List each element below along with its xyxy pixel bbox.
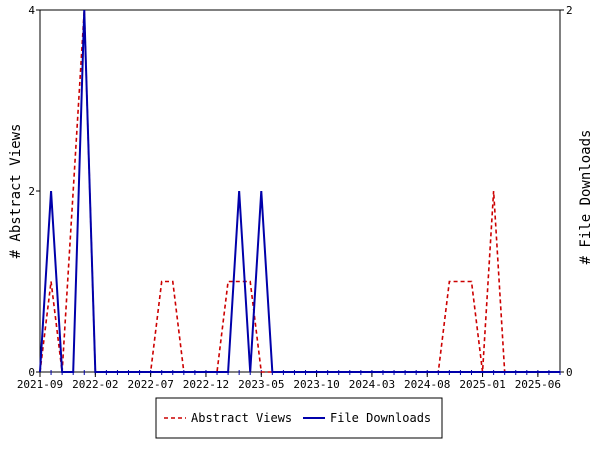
y-left-tick-label: 0	[28, 366, 35, 379]
x-tick-label: 2024-03	[349, 378, 395, 391]
x-tick-label: 2022-02	[72, 378, 118, 391]
x-tick-label: 2023-10	[293, 378, 339, 391]
legend: Abstract Views File Downloads	[155, 397, 443, 439]
x-tick-label: 2025-01	[459, 378, 505, 391]
x-tick-label: 2024-08	[404, 378, 450, 391]
legend-label-file-downloads: File Downloads	[330, 411, 431, 425]
y-left-tick-label: 4	[28, 4, 35, 17]
x-tick-label: 2021-09	[17, 378, 63, 391]
legend-box	[155, 397, 443, 439]
plot-area	[39, 9, 561, 373]
y-left-tick-label: 2	[28, 185, 35, 198]
y-axis-right-title: # File Downloads	[578, 130, 594, 265]
y-right-tick-label: 2	[566, 4, 573, 17]
x-tick-label: 2023-05	[238, 378, 284, 391]
x-tick-label: 2025-06	[515, 378, 561, 391]
series-line-file-downloads	[39, 9, 560, 373]
x-tick-label: 2022-07	[127, 378, 173, 391]
y-axis-left-title: # Abstract Views	[8, 124, 24, 259]
y-right-tick-label: 0	[566, 366, 573, 379]
legend-label-abstract-views: Abstract Views	[191, 411, 292, 425]
x-tick-label: 2022-12	[183, 378, 229, 391]
